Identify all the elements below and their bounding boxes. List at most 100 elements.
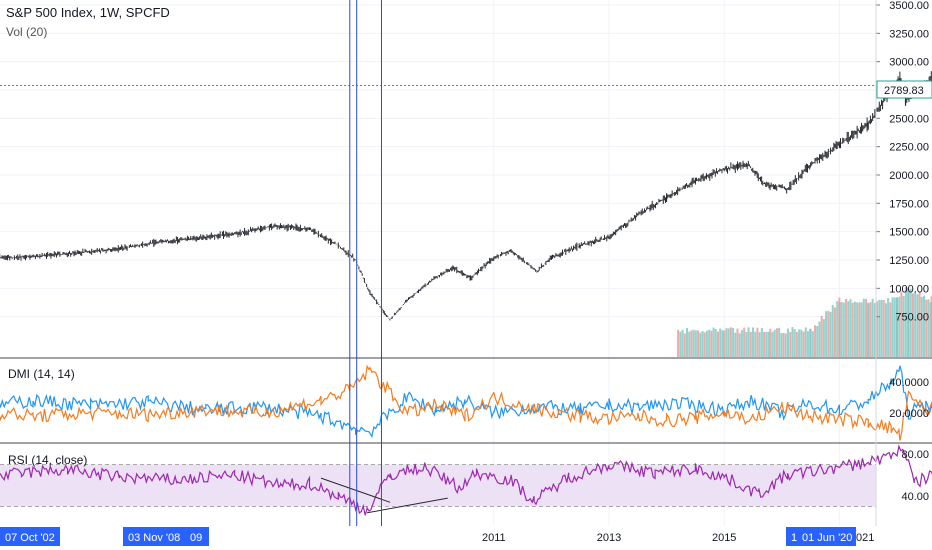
volume-bar <box>727 328 730 357</box>
volume-bar <box>729 327 732 357</box>
date-badge-right-prefix: 1 <box>791 532 797 544</box>
volume-bar <box>907 290 910 357</box>
volume-bar <box>914 291 917 357</box>
volume-bar <box>745 332 748 357</box>
volume-bar <box>740 330 743 357</box>
volume-bar <box>736 328 739 357</box>
x-tick-2: 2015 <box>712 532 736 544</box>
volume-bar <box>882 300 885 357</box>
volume-bar <box>692 329 695 357</box>
x-tick-0: 2011 <box>482 532 506 544</box>
volume-bar <box>685 327 688 357</box>
vertical-markers <box>349 0 382 526</box>
volume-bar <box>860 302 863 357</box>
volume-bar <box>820 315 823 357</box>
date-badge-left-text: 07 Oct '02 <box>5 532 55 544</box>
volume-bar <box>782 332 785 357</box>
volume-bar <box>681 329 684 357</box>
date-badge-left[interactable]: 07 Oct '02 <box>0 527 60 546</box>
price-area <box>0 71 932 321</box>
volume-bar <box>923 295 926 357</box>
volume-label: Vol (20) <box>6 25 47 39</box>
chart-title: S&P 500 Index, 1W, SPCFD <box>6 5 170 20</box>
x-tick-1: 2013 <box>597 532 621 544</box>
volume-bar <box>712 327 715 357</box>
rsi-trendline-2 <box>366 497 448 514</box>
volume-bar <box>747 327 750 357</box>
x-tick-2021: 021 <box>856 532 874 544</box>
volume-bar <box>845 298 848 357</box>
volume-bar <box>756 327 759 357</box>
volume-bar <box>920 296 923 357</box>
rsi-line <box>0 444 932 516</box>
volume-bar <box>878 299 881 357</box>
volume-bars <box>677 287 932 357</box>
volume-bar <box>763 331 766 357</box>
volume-bar <box>732 328 735 357</box>
volume-bar <box>705 330 708 357</box>
volume-bar <box>795 331 798 357</box>
y-tick-0: 3500.00 <box>889 0 929 12</box>
volume-bar <box>811 331 814 357</box>
volume-bar <box>694 330 697 357</box>
volume-bar <box>677 329 680 357</box>
volume-bar <box>701 330 704 357</box>
rsi-y-tick-1: 40.00 <box>901 491 929 503</box>
volume-bar <box>825 311 828 357</box>
volume-bar <box>856 302 859 357</box>
volume-bar <box>853 301 856 357</box>
volume-bar <box>769 328 772 357</box>
y-tick-6: 2000.00 <box>889 170 929 182</box>
rsi-label: RSI (14, close) <box>8 453 87 467</box>
date-badge-mid[interactable]: 03 Nov '08 09 <box>123 527 209 546</box>
volume-bar <box>827 310 830 357</box>
volume-bar <box>847 301 850 357</box>
volume-bar <box>789 331 792 357</box>
volume-bar <box>889 302 892 357</box>
volume-bar <box>930 296 932 357</box>
y-tick-8: 1500.00 <box>889 227 929 239</box>
volume-bar <box>918 291 921 357</box>
volume-bar <box>697 330 700 357</box>
volume-bar <box>725 328 728 357</box>
volume-bar <box>833 307 836 357</box>
y-tick-4: 2500.00 <box>889 113 929 125</box>
volume-bar <box>838 297 841 357</box>
volume-bar <box>822 319 825 357</box>
price-tag-value: 2789.83 <box>884 85 924 97</box>
volume-bar <box>778 327 781 357</box>
y-tick-11: 750.00 <box>895 312 929 324</box>
volume-bar <box>773 329 776 357</box>
volume-bar <box>787 328 790 357</box>
volume-bar <box>738 333 741 357</box>
volume-bar <box>851 302 854 357</box>
volume-bar <box>911 293 914 357</box>
grid <box>0 0 876 526</box>
volume-bar <box>880 299 883 357</box>
volume-bar <box>876 301 879 357</box>
date-badge-right[interactable]: 1 01 Jun '20 <box>786 527 856 546</box>
volume-bar <box>873 302 876 357</box>
volume-bar <box>734 332 737 357</box>
volume-bar <box>814 325 817 357</box>
dmi-plus-line <box>0 365 932 439</box>
volume-bar <box>784 333 787 357</box>
volume-bar <box>688 331 691 357</box>
volume-bar <box>775 328 778 357</box>
volume-bar <box>809 328 812 357</box>
y-tick-1: 3250.00 <box>889 28 929 40</box>
volume-bar <box>708 329 711 357</box>
volume-bar <box>831 304 834 357</box>
volume-bar <box>869 302 872 357</box>
price-tag: 2789.83 <box>876 80 932 99</box>
volume-bar <box>816 325 819 357</box>
volume-bar <box>900 291 903 357</box>
volume-bar <box>804 327 807 357</box>
volume-bar <box>836 301 839 357</box>
volume-bar <box>699 332 702 357</box>
volume-bar <box>864 298 867 357</box>
y-tick-10: 1000.00 <box>889 283 929 295</box>
volume-bar <box>767 331 770 357</box>
y-tick-7: 1750.00 <box>889 198 929 210</box>
volume-bar <box>780 333 783 357</box>
